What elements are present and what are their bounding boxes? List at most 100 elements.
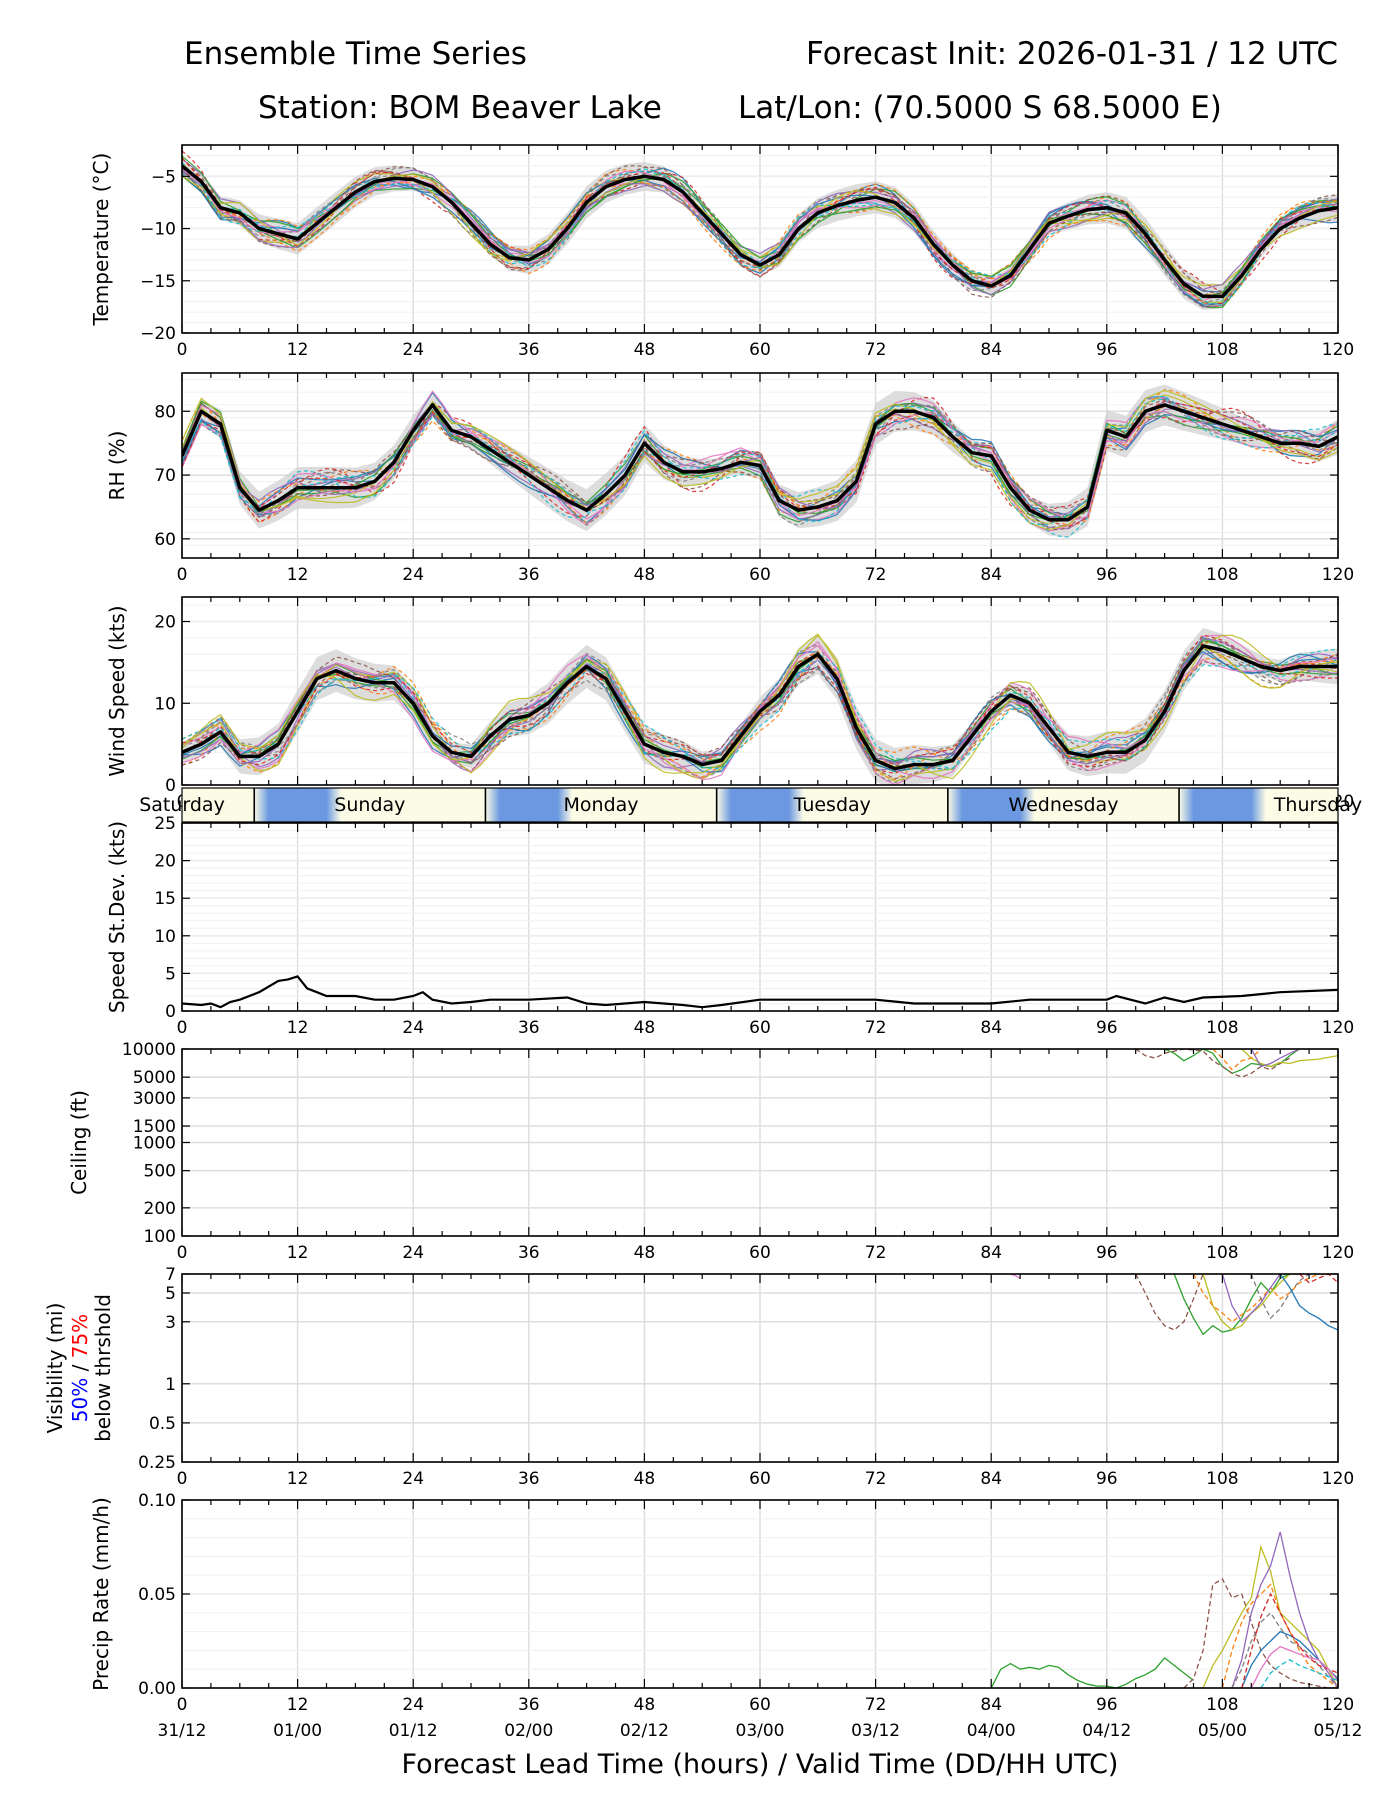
temp-xtick-label: 12 (287, 340, 309, 360)
temp-ytick-label: −10 (140, 220, 176, 240)
ceil-xtick-label: 72 (865, 1243, 887, 1263)
ceil-xtick-label: 24 (402, 1243, 424, 1263)
temp-xtick-label: 120 (1322, 340, 1354, 360)
precip-xtick-label: 0 (177, 1695, 188, 1715)
wind-panel: 0122436486072849610812001020Wind Speed (… (105, 596, 1354, 812)
precip-xtick-label: 60 (749, 1695, 771, 1715)
wind-ylabel: Wind Speed (kts) (105, 605, 129, 776)
precip-xtick-label: 96 (1096, 1695, 1118, 1715)
day-band-frame (181, 787, 1339, 823)
wind-ytick-label: 0 (165, 776, 176, 796)
temp-ytick-label: −5 (151, 167, 176, 187)
vis-xtick-label: 84 (980, 1469, 1002, 1489)
sd-grid (181, 822, 1339, 1012)
precip-xtick-label: 120 (1322, 1695, 1354, 1715)
ceil-ytick-label: 3000 (133, 1089, 176, 1109)
rh-ytick-label: 70 (154, 466, 176, 486)
temp-xtick-label: 84 (980, 340, 1002, 360)
vis-ytick-label: 0.25 (138, 1453, 176, 1473)
valid-time-label: 02/00 (504, 1721, 553, 1741)
precip-xtick-label: 72 (865, 1695, 887, 1715)
temp-xtick-label: 72 (865, 340, 887, 360)
precip-grid (181, 1499, 1339, 1689)
rh-xtick-label: 108 (1206, 565, 1238, 585)
rh-ytick-label: 80 (154, 402, 176, 422)
vis-ytick-label: 0.5 (149, 1414, 176, 1434)
vis-ytick-label: 7 (165, 1265, 176, 1285)
ceil-ytick-label: 10000 (122, 1040, 176, 1060)
wind-ytick-label: 20 (154, 613, 176, 633)
valid-time-label: 04/00 (967, 1721, 1016, 1741)
vis-grid (181, 1273, 1339, 1463)
day-label-monday: Monday (564, 794, 639, 816)
vis-member-line (1221, 1274, 1281, 1323)
title-right: Forecast Init: 2026-01-31 / 12 UTC (806, 36, 1338, 72)
ceil-xtick-label: 60 (749, 1243, 771, 1263)
vis-panel: 0 12 24 36 48 60 72 84 96 108 120 0.25 0.5 1 3 57 Visibi… (43, 1265, 1354, 1489)
vis-member-line (1173, 1274, 1300, 1336)
wind-member-line (182, 649, 1338, 770)
sd-ytick-label: 20 (154, 852, 176, 872)
rh-xtick-label: 0 (177, 565, 188, 585)
rh-ylabel: RH (%) (105, 431, 129, 501)
temp-xtick-label: 108 (1206, 340, 1238, 360)
sd-xtick-label: 84 (980, 1018, 1002, 1038)
ceil-xtick-label: 96 (1096, 1243, 1118, 1263)
vis-xtick-label: 24 (402, 1469, 424, 1489)
vis-member-line (1135, 1274, 1204, 1331)
precip-xtick-label: 108 (1206, 1695, 1238, 1715)
temp-plot-area (182, 150, 1338, 310)
vis-member-line (1250, 1274, 1310, 1320)
sd-ytick-label: 0 (165, 1002, 176, 1022)
temp-ylabel: Temperature (°C) (89, 153, 113, 327)
temp-ytick-label: −15 (140, 272, 176, 292)
sd-plot-area (182, 975, 1338, 1009)
temp-xtick-label: 24 (402, 340, 424, 360)
rh-xtick-label: 24 (402, 565, 424, 585)
precip-xtick-label: 84 (980, 1695, 1002, 1715)
sd-ytick-label: 5 (165, 964, 176, 984)
precip-plot-area (990, 1531, 1338, 1688)
precip-member-line (1183, 1578, 1338, 1688)
valid-time-label: 03/00 (736, 1721, 785, 1741)
ceil-xtick-label: 120 (1322, 1243, 1354, 1263)
precip-panel: 0 12 24 36 48 60 72 84 96 108 120 0.00 0.05 0.10 Preci… (89, 1491, 1354, 1715)
rh-xtick-label: 12 (287, 565, 309, 585)
vis-pct75: 75% (68, 1314, 92, 1358)
day-label-thursday: Thursday (1273, 794, 1362, 816)
wind-plot-area (182, 627, 1338, 785)
rh-member-line (182, 395, 1338, 538)
vis-xtick-label: 72 (865, 1469, 887, 1489)
valid-time-label: 05/12 (1314, 1721, 1363, 1741)
valid-time-label: 01/00 (273, 1721, 322, 1741)
temp-member-line (182, 166, 1338, 295)
vis-ytick-label: 3 (165, 1313, 176, 1333)
ceil-grid (181, 1048, 1339, 1237)
station-label: Station: BOM Beaver Lake (258, 90, 662, 126)
valid-time-label: 02/12 (620, 1721, 669, 1741)
ceil-ytick-label: 1500 (133, 1117, 176, 1137)
vis-member-line (1299, 1274, 1338, 1284)
valid-time-label: 03/12 (851, 1721, 900, 1741)
temp-xtick-label: 48 (634, 340, 656, 360)
sd-xtick-label: 0 (177, 1018, 188, 1038)
ceil-plot-area (1135, 1049, 1338, 1078)
vis-plot-area (1010, 1274, 1338, 1336)
ceil-ytick-label: 100 (144, 1227, 176, 1247)
precip-member-line (1260, 1659, 1338, 1688)
title-left: Ensemble Time Series (184, 36, 527, 72)
ceil-ytick-label: 1000 (133, 1134, 176, 1154)
day-label-tuesday: Tuesday (793, 794, 871, 816)
rh-member-line (182, 404, 1338, 527)
sd-panel: 0 12 24 36 48 60 72 84 96 108 120 0 5 10 15 20 25 Speed S… (105, 814, 1354, 1038)
precip-member-line (1231, 1611, 1338, 1688)
vis-xtick-label: 120 (1322, 1469, 1354, 1489)
temp-mean-line (182, 164, 1338, 299)
rh-xtick-label: 120 (1322, 565, 1354, 585)
rh-plot-area (182, 384, 1338, 538)
precip-ytick-label: 0.05 (138, 1585, 176, 1605)
valid-time-label: 01/12 (389, 1721, 438, 1741)
rh-xtick-label: 72 (865, 565, 887, 585)
precip-member-line (990, 1657, 1194, 1688)
